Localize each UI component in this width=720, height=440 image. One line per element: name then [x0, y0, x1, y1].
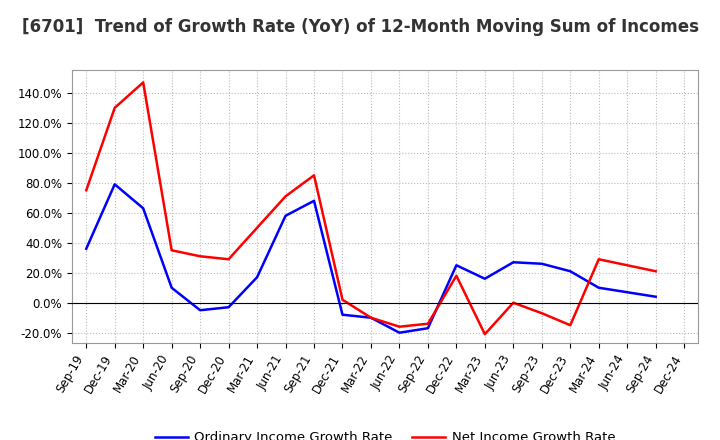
- Ordinary Income Growth Rate: [652, 294, 660, 299]
- Net Income Growth Rate: [338, 297, 347, 302]
- Ordinary Income Growth Rate: [282, 213, 290, 218]
- Ordinary Income Growth Rate: [82, 246, 91, 251]
- Ordinary Income Growth Rate: [366, 315, 375, 320]
- Net Income Growth Rate: [423, 321, 432, 326]
- Ordinary Income Growth Rate: [225, 304, 233, 310]
- Net Income Growth Rate: [537, 311, 546, 316]
- Ordinary Income Growth Rate: [395, 330, 404, 335]
- Ordinary Income Growth Rate: [139, 205, 148, 211]
- Ordinary Income Growth Rate: [167, 285, 176, 290]
- Ordinary Income Growth Rate: [196, 308, 204, 313]
- Ordinary Income Growth Rate: [452, 263, 461, 268]
- Net Income Growth Rate: [452, 273, 461, 279]
- Ordinary Income Growth Rate: [253, 275, 261, 280]
- Net Income Growth Rate: [652, 268, 660, 274]
- Net Income Growth Rate: [623, 263, 631, 268]
- Ordinary Income Growth Rate: [110, 182, 119, 187]
- Ordinary Income Growth Rate: [537, 261, 546, 266]
- Legend: Ordinary Income Growth Rate, Net Income Growth Rate: Ordinary Income Growth Rate, Net Income …: [150, 426, 621, 440]
- Net Income Growth Rate: [282, 194, 290, 199]
- Net Income Growth Rate: [196, 253, 204, 259]
- Net Income Growth Rate: [509, 300, 518, 305]
- Line: Net Income Growth Rate: Net Income Growth Rate: [86, 82, 656, 334]
- Ordinary Income Growth Rate: [623, 290, 631, 295]
- Ordinary Income Growth Rate: [338, 312, 347, 317]
- Net Income Growth Rate: [167, 248, 176, 253]
- Net Income Growth Rate: [366, 315, 375, 320]
- Text: [6701]  Trend of Growth Rate (YoY) of 12-Month Moving Sum of Incomes: [6701] Trend of Growth Rate (YoY) of 12-…: [22, 18, 698, 36]
- Net Income Growth Rate: [82, 188, 91, 193]
- Line: Ordinary Income Growth Rate: Ordinary Income Growth Rate: [86, 184, 656, 333]
- Net Income Growth Rate: [595, 257, 603, 262]
- Ordinary Income Growth Rate: [310, 198, 318, 203]
- Net Income Growth Rate: [110, 105, 119, 110]
- Ordinary Income Growth Rate: [566, 268, 575, 274]
- Net Income Growth Rate: [480, 332, 489, 337]
- Ordinary Income Growth Rate: [509, 260, 518, 265]
- Ordinary Income Growth Rate: [595, 285, 603, 290]
- Net Income Growth Rate: [566, 323, 575, 328]
- Net Income Growth Rate: [253, 225, 261, 231]
- Ordinary Income Growth Rate: [480, 276, 489, 282]
- Net Income Growth Rate: [139, 80, 148, 85]
- Net Income Growth Rate: [395, 324, 404, 330]
- Ordinary Income Growth Rate: [423, 326, 432, 331]
- Net Income Growth Rate: [225, 257, 233, 262]
- Net Income Growth Rate: [310, 172, 318, 178]
